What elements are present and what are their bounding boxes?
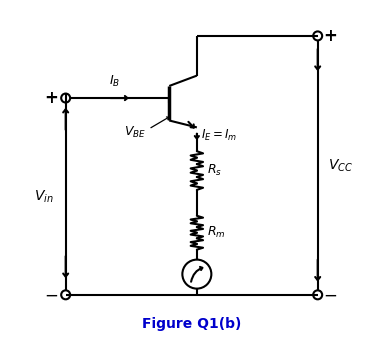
Text: Figure Q1(b): Figure Q1(b)	[142, 317, 241, 331]
Text: $I_B$: $I_B$	[109, 74, 120, 89]
Text: +: +	[44, 89, 58, 107]
Text: $R_s$: $R_s$	[207, 163, 222, 178]
Text: $V_{CC}$: $V_{CC}$	[328, 157, 353, 174]
Text: +: +	[323, 27, 337, 45]
Text: $-$: $-$	[323, 286, 337, 304]
Text: $-$: $-$	[44, 286, 58, 304]
Text: $V_{BE}$: $V_{BE}$	[124, 125, 146, 140]
Text: $I_E = I_m$: $I_E = I_m$	[201, 128, 237, 143]
Text: $V_{in}$: $V_{in}$	[34, 188, 54, 205]
Text: $R_m$: $R_m$	[207, 225, 225, 240]
